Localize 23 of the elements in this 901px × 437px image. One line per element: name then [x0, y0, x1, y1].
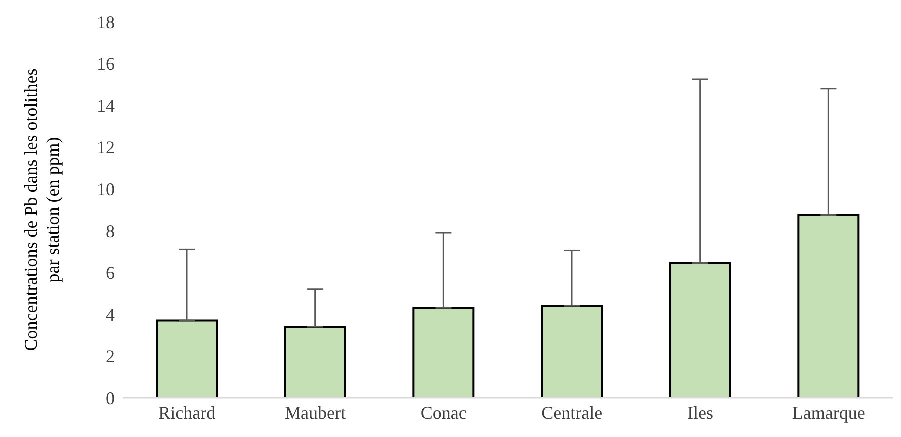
y-tick-label: 0 — [106, 388, 115, 408]
y-axis-title: Concentrations de Pb dans les otolithes par station (en ppm) — [21, 68, 63, 352]
y-tick-label: 12 — [97, 138, 115, 158]
y-tick-label: 8 — [106, 221, 115, 242]
y-tick-label: 4 — [106, 304, 115, 325]
x-tick-label: Conac — [420, 402, 467, 423]
bar — [541, 305, 603, 398]
y-tick-label: 2 — [106, 346, 115, 367]
x-tick-label: Iles — [688, 402, 714, 423]
x-tick-label: Lamarque — [792, 402, 866, 423]
x-tick-label: Richard — [158, 402, 216, 423]
x-tick-label: Maubert — [285, 402, 346, 423]
y-tick-label: 16 — [97, 54, 115, 74]
x-tick-label: Centrale — [542, 402, 603, 423]
bar — [798, 214, 860, 398]
y-tick-label: 18 — [97, 12, 115, 32]
bar — [284, 326, 346, 398]
y-tick-label: 10 — [97, 180, 115, 200]
bar — [669, 262, 732, 398]
y-tick-label: 6 — [106, 263, 115, 284]
bar — [412, 307, 475, 398]
y-tick-label: 14 — [97, 96, 115, 116]
bar — [156, 320, 218, 398]
